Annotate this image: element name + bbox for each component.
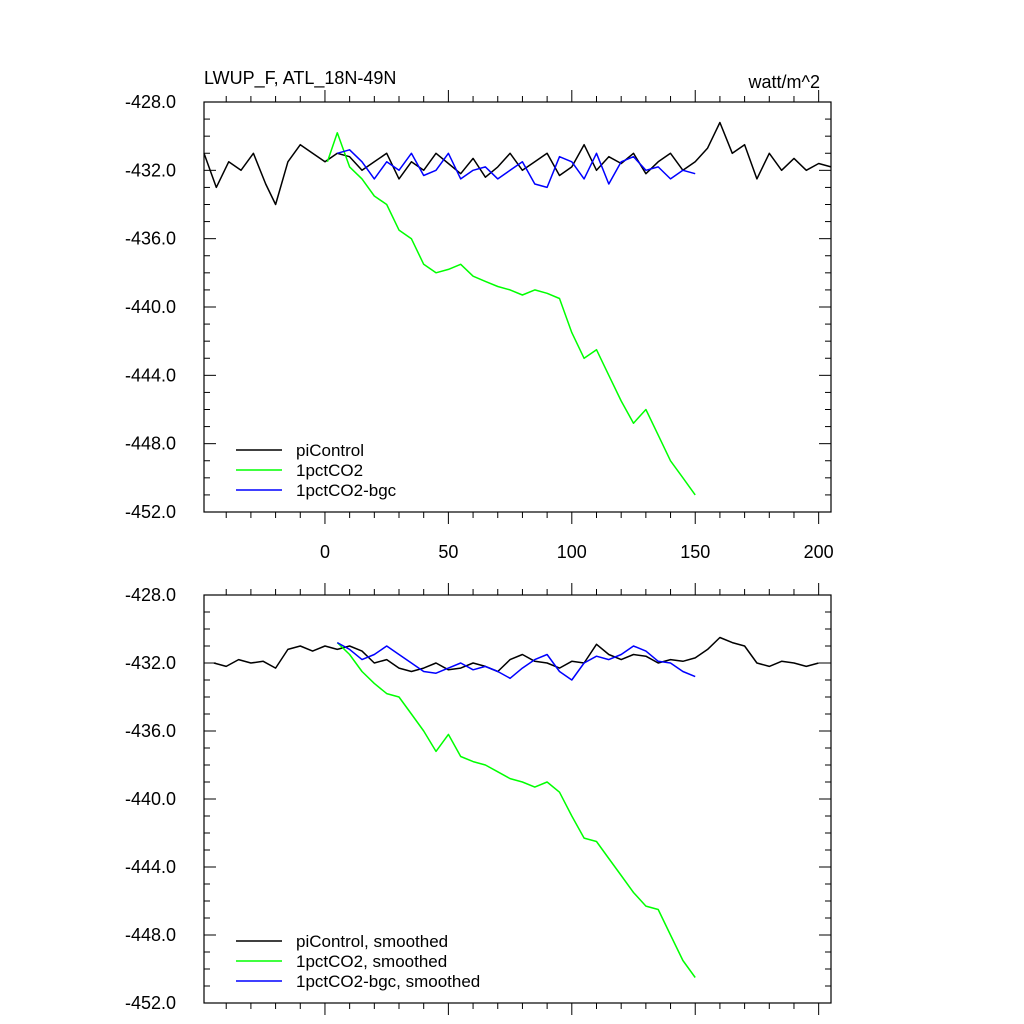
y-tick-label: -444.0 xyxy=(125,365,176,385)
y-tick-label: -428.0 xyxy=(125,92,176,112)
legend-label: 1pctCO2-bgc, smoothed xyxy=(296,972,480,991)
top-panel: LWUP_F, ATL_18N-49N watt/m^2 -428.0 -432.… xyxy=(125,68,834,562)
y-tick-label: -428.0 xyxy=(125,585,176,605)
y-tick-label: -436.0 xyxy=(125,229,176,249)
y-tick-label: -452.0 xyxy=(125,502,176,522)
y-tick-labels-bottom: -428.0 -432.0 -436.0 -440.0 -444.0 -448.0 -452… xyxy=(125,585,176,1013)
x-tick-label: 50 xyxy=(438,542,458,562)
x-tick-label: 200 xyxy=(804,542,834,562)
series-line xyxy=(326,132,696,496)
series-line xyxy=(203,121,832,206)
tick-marks-bottom xyxy=(204,583,831,1015)
y-tick-label: -448.0 xyxy=(125,434,176,454)
series-line xyxy=(336,642,696,978)
series-lines-top xyxy=(203,121,832,496)
legend-label: piControl, smoothed xyxy=(296,932,448,951)
series-lines-bottom xyxy=(213,636,819,978)
chart-title: LWUP_F, ATL_18N-49N xyxy=(204,68,396,89)
tick-marks-top xyxy=(204,90,831,524)
legend-label: 1pctCO2, smoothed xyxy=(296,952,447,971)
y-tick-label: -436.0 xyxy=(125,721,176,741)
y-tick-labels-top: -428.0 -432.0 -436.0 -440.0 -444.0 -448.0 -452… xyxy=(125,92,176,522)
y-tick-label: -432.0 xyxy=(125,160,176,180)
y-tick-label: -440.0 xyxy=(125,297,176,317)
y-tick-label: -440.0 xyxy=(125,789,176,809)
bottom-panel: -428.0 -432.0 -436.0 -440.0 -444.0 -448.0 -452… xyxy=(125,583,832,1015)
x-tick-label: 0 xyxy=(320,542,330,562)
y-tick-label: -432.0 xyxy=(125,653,176,673)
x-tick-label: 150 xyxy=(680,542,710,562)
units-label: watt/m^2 xyxy=(748,72,820,92)
legend-label: 1pctCO2 xyxy=(296,461,363,480)
legend-label: piControl xyxy=(296,441,364,460)
series-line xyxy=(336,641,696,681)
y-tick-label: -444.0 xyxy=(125,857,176,877)
y-tick-label: -448.0 xyxy=(125,925,176,945)
x-tick-label: 100 xyxy=(557,542,587,562)
series-line xyxy=(337,149,696,189)
legend-label: 1pctCO2-bgc xyxy=(296,481,397,500)
y-tick-label: -452.0 xyxy=(125,993,176,1013)
x-tick-labels-top: 0 50 100 150 200 xyxy=(320,542,834,562)
series-line xyxy=(213,636,819,673)
